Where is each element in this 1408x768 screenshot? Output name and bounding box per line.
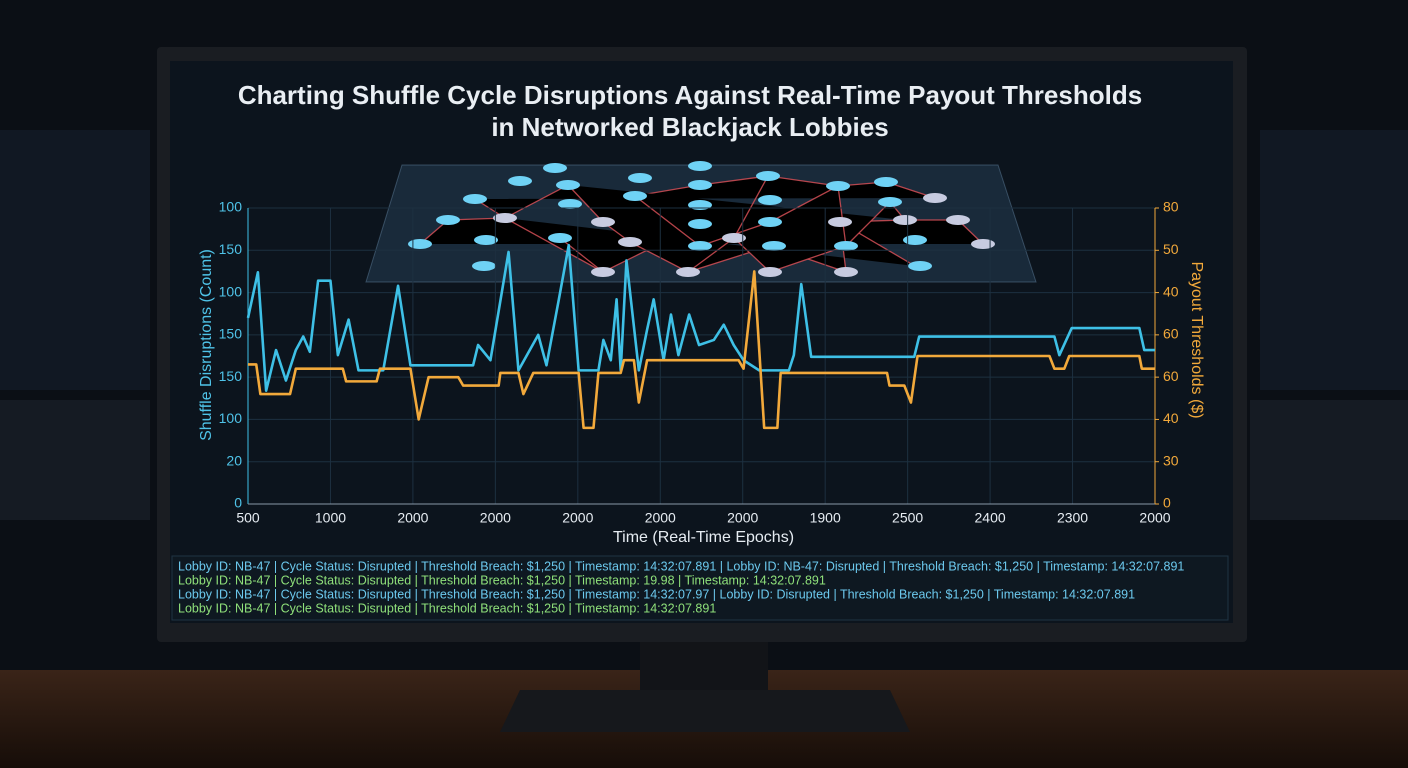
monitor-neck (640, 640, 768, 695)
chart-subtitle: in Networked Blackjack Lobbies (491, 112, 888, 142)
y-tick-label: 20 (226, 452, 242, 468)
y2-tick-label: 40 (1163, 410, 1179, 426)
y-tick-label: 100 (219, 410, 243, 426)
x-tick-label: 1000 (315, 510, 346, 526)
log-line: Lobby ID: NB-47 | Cycle Status: Disrupte… (178, 587, 1135, 601)
log-line: Lobby ID: NB-47 | Cycle Status: Disrupte… (178, 573, 826, 587)
x-tick-label: 2000 (397, 510, 428, 526)
x-tick-label: 1900 (810, 510, 841, 526)
network-nodes (408, 161, 995, 277)
network-graphic (365, 161, 1037, 283)
y2-tick-label: 60 (1163, 368, 1179, 384)
x-tick-label: 2000 (1139, 510, 1170, 526)
y2-tick-label: 50 (1163, 241, 1179, 257)
console (0, 400, 150, 520)
y-tick-label: 100 (219, 283, 243, 299)
log-line: Lobby ID: NB-47 | Cycle Status: Disrupte… (178, 601, 716, 615)
y2-axis-label: Payout Thresholds ($) (1188, 261, 1205, 418)
y2-tick-label: 60 (1163, 326, 1179, 342)
log-panel (171, 555, 1229, 621)
log-line: Lobby ID: NB-47 | Cycle Status: Disrupte… (178, 559, 1184, 573)
y-tick-label: 150 (219, 241, 243, 257)
log: Lobby ID: NB-47 | Cycle Status: Disrupte… (178, 559, 1184, 615)
y2-tick-label: 0 (1163, 495, 1171, 511)
x-tick-label: 2000 (727, 510, 758, 526)
series-line (248, 270, 1155, 430)
side-monitor (0, 130, 150, 390)
x-tick-label: 2000 (645, 510, 676, 526)
x-tick-label: 500 (236, 510, 260, 526)
x-axis-label: Time (Real-Time Epochs) (613, 529, 794, 546)
console (1250, 400, 1408, 520)
x-tick-label: 2400 (975, 510, 1006, 526)
y-tick-label: 150 (219, 368, 243, 384)
y2-tick-label: 40 (1163, 283, 1179, 299)
y2-tick-label: 30 (1163, 452, 1179, 468)
side-monitor (1260, 130, 1408, 390)
y-tick-label: 0 (234, 495, 242, 511)
chart-title: Charting Shuffle Cycle Disruptions Again… (238, 80, 1142, 110)
x-tick-label: 2000 (480, 510, 511, 526)
x-tick-label: 2300 (1057, 510, 1088, 526)
x-tick-label: 2500 (892, 510, 923, 526)
y-axis-label: Shuffle Disruptions (Count) (198, 249, 215, 441)
y2-tick-label: 80 (1163, 199, 1179, 215)
y-tick-label: 150 (219, 326, 243, 342)
x-tick-label: 2000 (562, 510, 593, 526)
y-tick-label: 100 (219, 199, 243, 215)
series-line (246, 243, 1155, 392)
monitor-base (500, 690, 910, 732)
